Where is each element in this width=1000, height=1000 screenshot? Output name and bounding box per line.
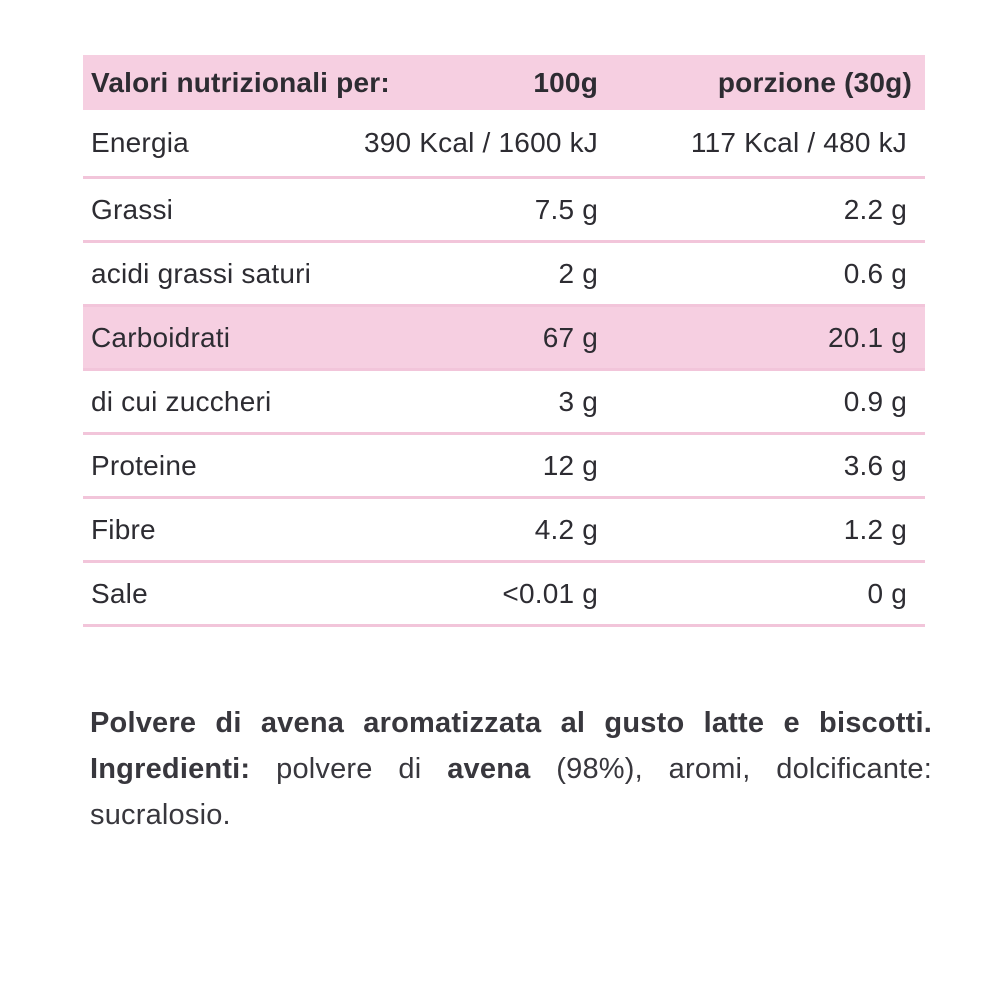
row-value-portion: 0.9 g [843, 385, 907, 417]
row-value-portion: 0 g [867, 577, 907, 609]
table-row-energia: Energia 390 Kcal / 1600 kJ 117 Kcal / 48… [83, 110, 925, 179]
table-header-row: Valori nutrizionali per: 100g porzione (… [83, 55, 925, 110]
row-value-portion: 1.2 g [843, 513, 907, 545]
table-row-di-cui-zuccheri: di cui zuccheri 3 g 0.9 g [83, 371, 925, 435]
table-row-fibre: Fibre 4.2 g 1.2 g [83, 499, 925, 563]
table-row-sale: Sale <0.01 g 0 g [83, 563, 925, 627]
row-label: Fibre [91, 513, 156, 545]
row-value-100g: 12 g [542, 449, 598, 481]
row-value-100g: 4.2 g [534, 513, 598, 545]
description-line-1: Polvere di avena aromatizzata al gusto l… [90, 700, 932, 746]
header-title: Valori nutrizionali per: [91, 66, 390, 98]
table-row-proteine: Proteine 12 g 3.6 g [83, 435, 925, 499]
row-label: acidi grassi saturi [91, 257, 312, 289]
description-line-3: sucralosio. [90, 799, 231, 831]
description-line-2: Ingredienti: polvere di avena (98%), aro… [90, 746, 932, 792]
ingredients-text: polvere di [276, 753, 422, 785]
product-description: Polvere di avena aromatizzata al gusto l… [90, 700, 932, 838]
row-value-100g: 3 g [558, 385, 598, 417]
nutrition-table: Valori nutrizionali per: 100g porzione (… [83, 55, 925, 627]
row-value-portion: 0.6 g [843, 257, 907, 289]
header-col-100g: 100g [533, 66, 598, 98]
description-sentence: Polvere di avena aromatizzata al gusto l… [90, 707, 932, 739]
row-value-100g: 390 Kcal / 1600 kJ [364, 127, 598, 158]
row-value-portion: 3.6 g [843, 449, 907, 481]
row-value-portion: 2.2 g [843, 193, 907, 225]
row-label: Proteine [91, 449, 197, 481]
row-value-portion: 20.1 g [827, 321, 907, 353]
header-col-portion: porzione (30g) [717, 66, 912, 98]
ingredients-rest: (98%), aromi, dolcificante: [556, 753, 932, 785]
row-value-100g: 2 g [558, 257, 598, 289]
table-row-grassi: Grassi 7.5 g 2.2 g [83, 179, 925, 243]
row-label: Sale [91, 577, 148, 609]
row-value-portion: 117 Kcal / 480 kJ [690, 127, 907, 158]
row-value-100g: 67 g [542, 321, 598, 353]
row-label: di cui zuccheri [91, 385, 272, 417]
row-label: Energia [91, 127, 189, 158]
row-value-100g: <0.01 g [502, 577, 598, 609]
row-label: Grassi [91, 193, 174, 225]
table-row-acidi-grassi-saturi: acidi grassi saturi 2 g 0.6 g [83, 243, 925, 307]
row-label: Carboidrati [91, 321, 231, 353]
ingredient-emphasis: avena [447, 753, 531, 785]
row-value-100g: 7.5 g [534, 193, 598, 225]
ingredients-label: Ingredienti: [90, 753, 251, 785]
table-row-carboidrati: Carboidrati 67 g 20.1 g [83, 307, 925, 371]
